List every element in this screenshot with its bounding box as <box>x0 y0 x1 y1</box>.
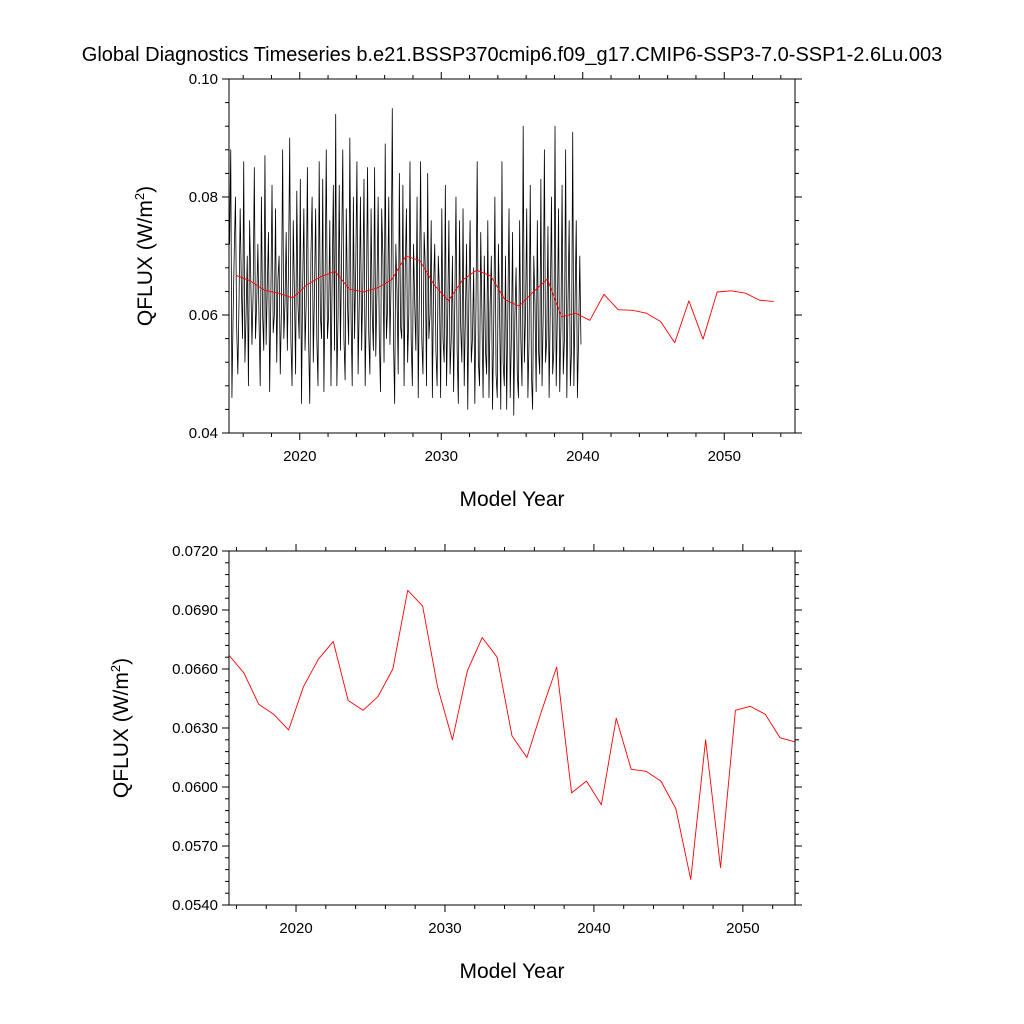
top-panel: 2020 2030 2040 2050 0.04 0.06 0.08 0.10 Model Ye… <box>132 71 802 511</box>
y-tick-label: 0.0600 <box>172 779 218 796</box>
y-tick-label: 0.0690 <box>172 602 218 619</box>
plot-frame <box>228 78 796 434</box>
x-tick-label: 2050 <box>726 920 759 937</box>
y-tick-label: 0.10 <box>189 71 218 88</box>
y-tick-label: 0.0570 <box>172 838 218 855</box>
x-tick-label: 2040 <box>566 448 599 465</box>
x-tick-label: 2030 <box>425 448 458 465</box>
x-tick-label: 2030 <box>428 920 461 937</box>
y-tick-label: 0.0720 <box>172 543 218 560</box>
chart-title: Global Diagnostics Timeseries b.e21.BSSP… <box>81 44 943 66</box>
x-tick-label: 2020 <box>283 448 316 465</box>
x-tick-label: 2040 <box>577 920 610 937</box>
annual-mean-line <box>228 589 796 880</box>
y-axis-title: QFLUX (W/m2) <box>108 658 133 798</box>
y-tick-label: 0.08 <box>189 189 218 206</box>
y-tick-label: 0.0540 <box>172 897 218 914</box>
x-axis-title: Model Year <box>459 488 564 511</box>
y-tick-label: 0.0660 <box>172 661 218 678</box>
x-tick-label: 2050 <box>708 448 741 465</box>
y-axis-title: QFLUX (W/m2) <box>132 186 157 326</box>
annual-mean-line <box>235 255 774 344</box>
y-tick-label: 0.04 <box>189 425 218 442</box>
x-axis-title: Model Year <box>459 960 564 983</box>
bottom-panel: 2020 2030 2040 2050 0.0540 0.0570 0.0600 0.0630… <box>108 543 802 983</box>
y-tick-label: 0.0630 <box>172 720 218 737</box>
plot-frame <box>228 550 796 906</box>
x-tick-label: 2020 <box>279 920 312 937</box>
y-tick-label: 0.06 <box>189 307 218 324</box>
monthly-line <box>229 108 582 416</box>
